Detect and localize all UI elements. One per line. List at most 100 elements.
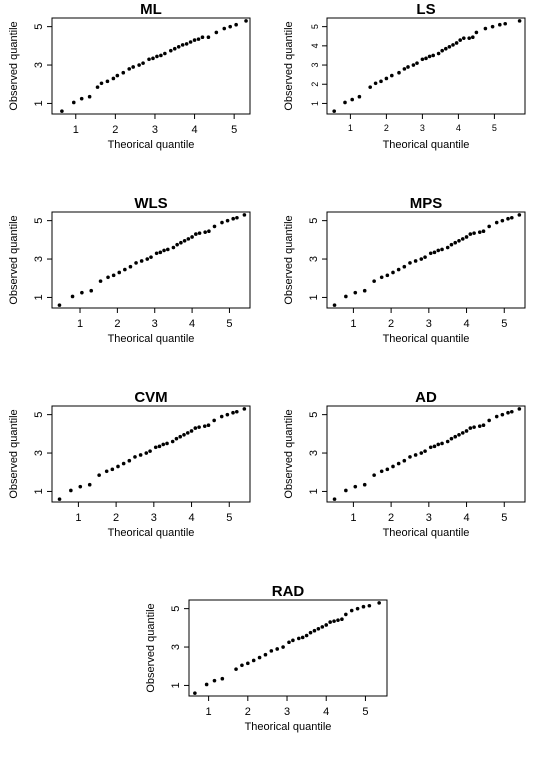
- data-point: [432, 444, 437, 449]
- data-point: [291, 638, 295, 643]
- data-point: [460, 237, 465, 241]
- data-point: [184, 42, 189, 46]
- x-tick-label: 5: [226, 318, 232, 330]
- plot-frame: [51, 405, 251, 503]
- qq-panel-ls: LS 1 2 3 4 5 1 2 3 4 5 Theorical quantile Observed q…: [275, 0, 550, 194]
- data-point: [176, 45, 181, 49]
- y-tick-label: 3: [310, 63, 320, 68]
- data-point: [214, 30, 219, 35]
- data-point: [162, 248, 166, 253]
- data-point: [190, 235, 194, 239]
- data-point: [234, 667, 238, 671]
- data-point: [71, 100, 76, 105]
- data-point: [123, 267, 127, 272]
- data-point: [384, 76, 389, 81]
- data-point: [220, 220, 224, 225]
- data-point: [287, 640, 291, 645]
- data-point: [193, 691, 197, 695]
- data-point: [219, 414, 224, 419]
- x-tick-label: 4: [323, 706, 329, 718]
- panel-title: CVM: [134, 389, 167, 406]
- data-point: [163, 51, 167, 56]
- data-point: [212, 224, 217, 229]
- data-point: [423, 449, 427, 453]
- data-point: [343, 100, 347, 105]
- data-point: [121, 70, 126, 75]
- data-point: [78, 484, 83, 489]
- y-tick-label: 1: [310, 101, 320, 106]
- data-point: [97, 473, 101, 477]
- data-point: [104, 469, 109, 474]
- data-point: [197, 425, 201, 429]
- y-axis-label: Observed quantile: [145, 603, 157, 692]
- data-point: [175, 242, 179, 247]
- data-point: [186, 237, 191, 241]
- data-point: [178, 434, 183, 439]
- x-tick-label: 2: [114, 318, 120, 330]
- data-point: [431, 53, 435, 58]
- data-point: [464, 235, 469, 239]
- y-tick-label: 3: [170, 644, 182, 650]
- data-point: [111, 273, 116, 278]
- data-point: [449, 436, 454, 441]
- data-point: [483, 26, 488, 31]
- data-point: [344, 294, 348, 299]
- data-point: [436, 248, 441, 253]
- data-point: [87, 94, 92, 99]
- data-point: [89, 288, 94, 293]
- x-tick-label: 5: [501, 512, 507, 524]
- y-tick-label: 5: [33, 218, 45, 224]
- x-tick-label: 2: [388, 318, 394, 330]
- data-point: [494, 220, 499, 225]
- data-point: [206, 423, 211, 427]
- data-point: [169, 48, 173, 53]
- data-point: [131, 65, 135, 69]
- plot-frame: [188, 599, 388, 697]
- x-tick-label: 2: [245, 706, 251, 718]
- x-tick-label: 4: [191, 124, 197, 136]
- data-point: [458, 38, 462, 42]
- y-tick-label: 1: [170, 682, 182, 688]
- data-point: [193, 426, 198, 430]
- x-tick-label: 3: [151, 512, 157, 524]
- data-point: [99, 81, 104, 86]
- data-point: [235, 215, 239, 220]
- data-point: [308, 630, 313, 635]
- data-point: [228, 24, 232, 29]
- data-point: [440, 247, 444, 252]
- data-point: [332, 109, 336, 113]
- data-point: [408, 455, 412, 459]
- data-point: [464, 429, 469, 433]
- data-point: [316, 627, 321, 631]
- plot-frame: [326, 211, 526, 309]
- data-point: [79, 96, 84, 101]
- y-tick-label: 5: [33, 24, 45, 30]
- data-point: [428, 445, 433, 450]
- data-point: [379, 275, 384, 280]
- y-tick-label: 1: [33, 100, 45, 106]
- x-tick-label: 1: [73, 124, 79, 136]
- data-point: [172, 46, 177, 51]
- y-tick-label: 2: [310, 82, 320, 87]
- data-point: [170, 439, 175, 444]
- data-point: [204, 682, 209, 687]
- data-point: [182, 433, 186, 437]
- data-point: [128, 264, 133, 269]
- data-point: [110, 467, 115, 472]
- data-point: [390, 73, 394, 78]
- data-point: [445, 439, 450, 444]
- data-point: [127, 67, 132, 71]
- data-point: [182, 239, 187, 243]
- data-point: [498, 22, 502, 27]
- data-point: [477, 230, 482, 234]
- panel-title: RAD: [272, 583, 305, 600]
- qq-panel-ml: ML 1 2 3 4 5 1 3 5 Theorical quantile Observed qua…: [0, 0, 275, 194]
- x-tick-label: 4: [463, 318, 469, 330]
- qq-plot-cvm: CVM 1 2 3 4 5 1 3 5 Theorical quantile Observed qu…: [8, 389, 251, 539]
- panel-title: MPS: [410, 195, 443, 212]
- data-point: [494, 414, 499, 419]
- x-tick-label: 1: [348, 123, 353, 133]
- y-axis-label: Observed quantile: [283, 215, 295, 304]
- data-point: [506, 410, 510, 415]
- x-tick-label: 5: [362, 706, 368, 718]
